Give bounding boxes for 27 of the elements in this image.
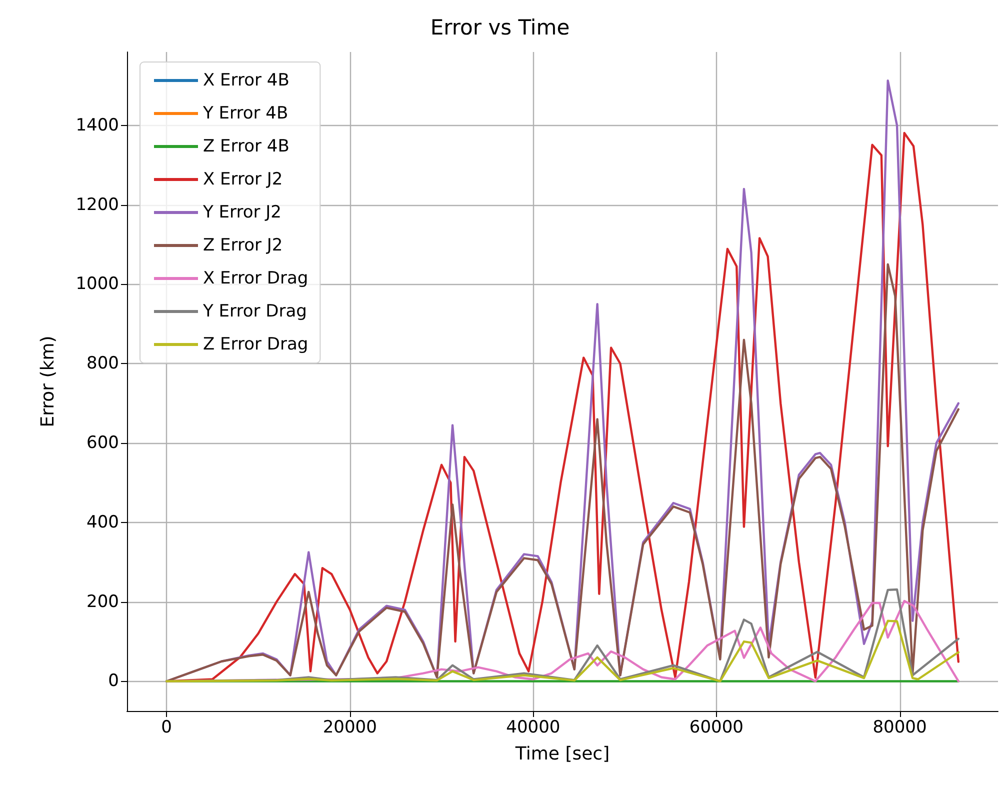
y-tick-label: 1200 (76, 194, 119, 215)
y-tick-label: 1000 (76, 274, 119, 294)
x-tick-label: 60000 (689, 718, 744, 738)
legend-label: Z Error 4B (203, 136, 290, 156)
legend-label: Y Error J2 (202, 202, 282, 222)
x-axis-title: Time [sec] (514, 744, 610, 764)
x-tick-label: 80000 (872, 718, 927, 738)
x-tick-label: 0 (161, 718, 172, 738)
chart-title: Error vs Time (430, 16, 570, 40)
legend-label: X Error 4B (203, 70, 290, 90)
x-tick-label: 40000 (506, 718, 560, 738)
y-tick-label: 200 (86, 592, 119, 612)
y-tick-label: 0 (108, 671, 119, 692)
legend-label: X Error Drag (203, 268, 308, 288)
x-tick-label: 20000 (322, 718, 377, 738)
legend-label: Z Error J2 (203, 236, 283, 256)
y-tick-label: 600 (86, 433, 119, 454)
line-series (165, 620, 960, 682)
y-axis-title: Error (km) (38, 336, 58, 428)
y-tick-label: 400 (86, 512, 119, 532)
legend-label: Y Error 4B (202, 104, 288, 124)
y-tick-label: 800 (86, 354, 119, 374)
legend-label: X Error J2 (203, 170, 283, 190)
legend-label: Z Error Drag (203, 334, 308, 354)
legend-label: Y Error Drag (202, 302, 307, 322)
y-tick-label: 1400 (76, 115, 119, 136)
line-series (165, 263, 960, 682)
